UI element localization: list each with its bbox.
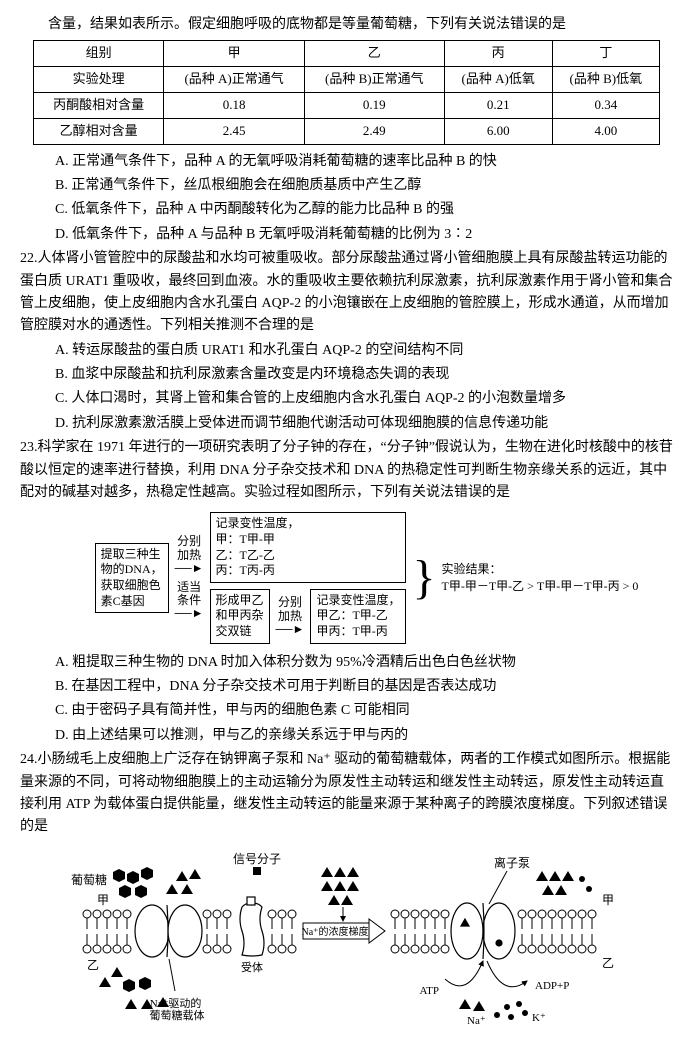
q23-opt-c: C. 由于密码子具有简并性，甲与丙的细胞色素 C 可能相同 bbox=[20, 700, 673, 722]
flow-box-2b: 形成甲乙 和甲丙杂 交双链 bbox=[210, 589, 270, 644]
label-yi-right: 乙 bbox=[602, 956, 614, 970]
q23-opt-d: D. 由上述结果可以推测，甲与乙的亲缘关系远于甲与丙的 bbox=[20, 725, 673, 747]
svg-text:Na⁺的浓度梯度: Na⁺的浓度梯度 bbox=[301, 925, 368, 938]
label-k: K⁺ bbox=[532, 1012, 546, 1024]
q22-opt-d: D. 抗利尿激素激活膜上受体进而调节细胞代谢活动可体现细胞膜的信息传递功能 bbox=[20, 413, 673, 435]
table-row: 乙醇相对含量 2.45 2.49 6.00 4.00 bbox=[34, 118, 660, 144]
td: 4.00 bbox=[552, 118, 659, 144]
td: 乙醇相对含量 bbox=[34, 118, 164, 144]
label-jia-left: 甲 bbox=[97, 893, 109, 907]
q24-stem: 24.小肠绒毛上皮细胞上广泛存在钠钾离子泵和 Na⁺ 驱动的葡萄糖载体，两者的工… bbox=[20, 749, 673, 839]
receptor-icon bbox=[240, 897, 264, 956]
label-pump: 离子泵 bbox=[493, 855, 529, 870]
th: 丁 bbox=[552, 41, 659, 67]
glucose-carrier-icon bbox=[135, 905, 202, 957]
label-signal: 信号分子 bbox=[232, 852, 280, 866]
brace-icon: } bbox=[410, 548, 437, 608]
td: 丙酮酸相对含量 bbox=[34, 92, 164, 118]
q23-text: 科学家在 1971 年进行的一项研究表明了分子钟的存在，“分子钟”假说认为，生物… bbox=[20, 440, 673, 500]
q21-intro: 含量，结果如表所示。假定细胞呼吸的底物都是等量葡萄糖，下列有关说法错误的是 bbox=[20, 14, 673, 36]
ion-pump-icon bbox=[451, 903, 515, 959]
q22-opt-a: A. 转运尿酸盐的蛋白质 URAT1 和水孔蛋白 AQP-2 的空间结构不同 bbox=[20, 340, 673, 362]
q23-opt-a: A. 粗提取三种生物的 DNA 时加入体积分数为 95%冷酒精后出色白色丝状物 bbox=[20, 652, 673, 674]
q22-number: 22. bbox=[20, 251, 38, 266]
table-row: 组别 甲 乙 丙 丁 bbox=[34, 41, 660, 67]
q24-text: 小肠绒毛上皮细胞上广泛存在钠钾离子泵和 Na⁺ 驱动的葡萄糖载体，两者的工作模式… bbox=[20, 752, 670, 834]
td: 0.18 bbox=[164, 92, 305, 118]
label-glucose: 葡萄糖 bbox=[70, 872, 106, 887]
label-carrier: Na⁺驱动的 葡萄糖载体 bbox=[149, 996, 204, 1022]
td: (品种 A)正常通气 bbox=[164, 67, 305, 93]
q22-opt-c: C. 人体口渴时，其肾上管和集合管的上皮细胞内含水孔蛋白 AQP-2 的小泡数量… bbox=[20, 388, 673, 410]
label-receptor: 受体 bbox=[241, 960, 263, 974]
q21-opt-b: B. 正常通气条件下，丝瓜根细胞会在细胞质基质中产生乙醇 bbox=[20, 175, 673, 197]
q22-text: 人体肾小管管腔中的尿酸盐和水均可被重吸收。部分尿酸盐通过肾小管细胞膜上具有尿酸盐… bbox=[20, 251, 673, 333]
td: 0.19 bbox=[304, 92, 444, 118]
q24-diagram: 信号分子 离子泵 葡萄糖 甲 bbox=[67, 849, 627, 1029]
flow-box-2a: 记录变性温度， 甲：T甲-甲 乙：T乙-乙 丙：T丙-丙 bbox=[210, 512, 407, 582]
td: (品种 A)低氧 bbox=[444, 67, 552, 93]
gradient-arrow-icon: Na⁺的浓度梯度 bbox=[301, 907, 384, 943]
td: 6.00 bbox=[444, 118, 552, 144]
na-icons-top bbox=[166, 867, 359, 905]
q23-stem: 23.科学家在 1971 年进行的一项研究表明了分子钟的存在，“分子钟”假说认为… bbox=[20, 437, 673, 504]
td: 0.21 bbox=[444, 92, 552, 118]
glucose-icons bbox=[113, 867, 153, 898]
q23-flowchart: 提取三种生 物的DNA， 获取细胞色 素C基因 分别 加热──► 适当 条件──… bbox=[60, 512, 673, 643]
td: (品种 B)低氧 bbox=[552, 67, 659, 93]
label-jia-right: 甲 bbox=[602, 893, 614, 907]
q22-opt-b: B. 血浆中尿酸盐和抗利尿激素含量改变是内环境稳态失调的表现 bbox=[20, 364, 673, 386]
table-row: 丙酮酸相对含量 0.18 0.19 0.21 0.34 bbox=[34, 92, 660, 118]
td: 2.49 bbox=[304, 118, 444, 144]
label-yi-left: 乙 bbox=[87, 958, 99, 972]
th: 丙 bbox=[444, 41, 552, 67]
th: 乙 bbox=[304, 41, 444, 67]
membrane-left bbox=[83, 910, 131, 953]
q21-opt-c: C. 低氧条件下，品种 A 中丙酮酸转化为乙醇的能力比品种 B 的强 bbox=[20, 199, 673, 221]
q24-number: 24. bbox=[20, 752, 38, 767]
flow-arrow-icon: 分别 加热──► bbox=[173, 535, 206, 575]
flow-arrow-icon: 适当 条件──► bbox=[173, 581, 206, 621]
q23-number: 23. bbox=[20, 440, 38, 455]
q21-opt-d: D. 低氧条件下，品种 A 与品种 B 无氧呼吸消耗葡萄糖的比例为 3∶2 bbox=[20, 224, 673, 246]
flow-box-3: 记录变性温度， 甲乙：T甲-乙 甲丙：T甲-丙 bbox=[310, 589, 406, 644]
td: 实验处理 bbox=[34, 67, 164, 93]
flow-result: 实验结果： T甲-甲－T甲-乙 > T甲-甲－T甲-丙 > 0 bbox=[442, 561, 639, 595]
th: 甲 bbox=[164, 41, 305, 67]
q21-opt-a: A. 正常通气条件下，品种 A 的无氧呼吸消耗葡萄糖的速率比品种 B 的快 bbox=[20, 151, 673, 173]
table-row: 实验处理 (品种 A)正常通气 (品种 B)正常通气 (品种 A)低氧 (品种 … bbox=[34, 67, 660, 93]
label-atp: ATP bbox=[419, 985, 439, 997]
td: (品种 B)正常通气 bbox=[304, 67, 444, 93]
th: 组别 bbox=[34, 41, 164, 67]
label-na: Na⁺ bbox=[467, 1015, 486, 1027]
q23-opt-b: B. 在基因工程中，DNA 分子杂交技术可用于判断目的基因是否表达成功 bbox=[20, 676, 673, 698]
label-adp: ADP+P bbox=[535, 980, 569, 992]
flow-box-1: 提取三种生 物的DNA， 获取细胞色 素C基因 bbox=[95, 543, 169, 613]
td: 2.45 bbox=[164, 118, 305, 144]
td: 0.34 bbox=[552, 92, 659, 118]
q21-table: 组别 甲 乙 丙 丁 实验处理 (品种 A)正常通气 (品种 B)正常通气 (品… bbox=[33, 40, 660, 144]
flow-arrow-icon: 分别 加热──► bbox=[274, 596, 307, 636]
q22-stem: 22.人体肾小管管腔中的尿酸盐和水均可被重吸收。部分尿酸盐通过肾小管细胞膜上具有… bbox=[20, 248, 673, 338]
membrane-svg: 信号分子 离子泵 葡萄糖 甲 bbox=[67, 849, 627, 1029]
